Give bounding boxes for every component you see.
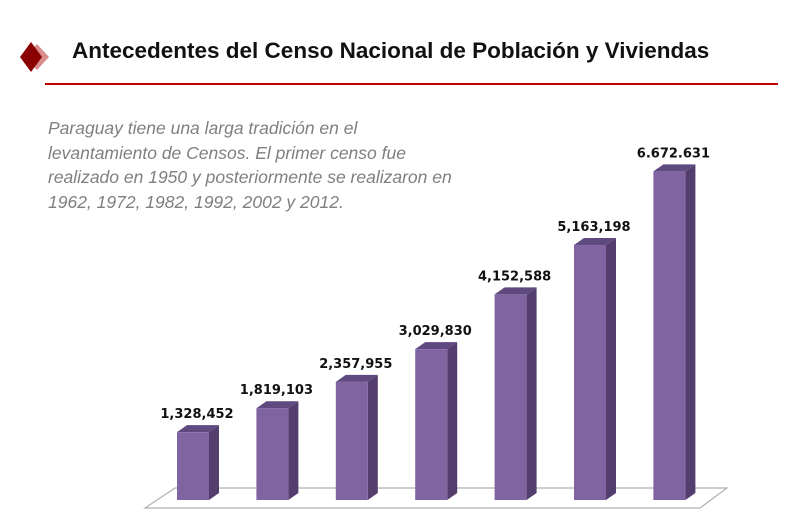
bar-side [367,374,378,500]
page-title: Antecedentes del Censo Nacional de Pobla… [72,38,710,63]
bar-front [653,171,686,500]
bar-1972 [335,374,378,500]
bar-front [177,432,209,500]
bar-top [494,287,537,295]
bar-top [574,238,616,246]
data-label: 1,328,452 [160,407,233,422]
bar-side [606,238,616,500]
bar-front [335,381,368,500]
data-label: 1,819,103 [240,383,313,398]
bar-front [415,349,448,500]
bar-top [653,164,696,172]
title-divider [45,83,778,85]
data-label: 6.672.631 [637,146,710,161]
bar-1950 [177,425,219,500]
intro-paragraph: Paraguay tiene una larga tradición en el… [48,118,452,212]
bar-top [256,401,299,409]
bar-front [494,294,527,500]
bar-top [335,374,378,382]
data-label: 4,152,588 [478,269,551,284]
chart-floor [143,487,729,509]
bar-2012 [653,164,696,500]
data-label: 2,357,955 [319,357,392,372]
bar-1982 [415,342,458,500]
bar-side [447,342,458,500]
bar-1992 [494,287,537,500]
bar-side [209,425,219,500]
bar-side [685,164,696,500]
data-label: 3,029,830 [399,324,472,339]
data-label: 5,163,198 [557,220,630,235]
bar-1962 [256,401,299,500]
bar-side [526,287,537,500]
bar-2002 [574,238,616,500]
bar-front [256,408,289,500]
bar-side [288,401,299,500]
bar-front [574,245,606,500]
bar-top [177,425,219,433]
bar-top [415,342,458,350]
double-diamond-icon [20,42,49,72]
